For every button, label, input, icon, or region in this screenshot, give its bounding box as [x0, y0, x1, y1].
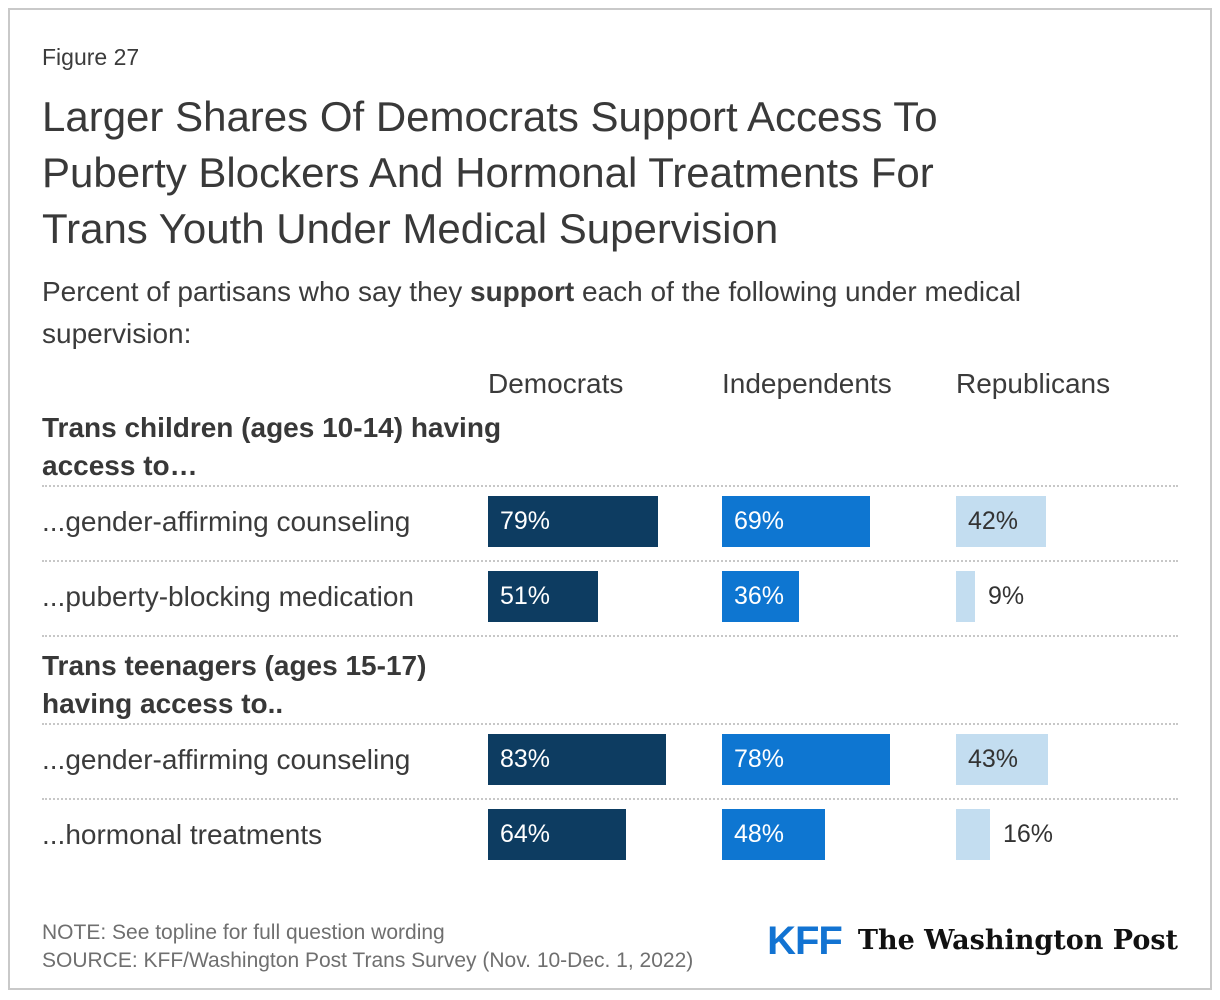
value-label: 36% [734, 582, 785, 610]
column-header-independents: Independents [722, 368, 892, 399]
bar-cell: 16% [956, 809, 1178, 860]
group-header: Trans teenagers (ages 15-17) having acces… [42, 647, 1178, 723]
row-label: ...gender-affirming counseling [42, 505, 411, 537]
bar-republicans [956, 809, 990, 860]
group-header: Trans children (ages 10-14) having access… [42, 409, 1178, 485]
bar-cell: 79% [488, 496, 722, 547]
row-label: ...puberty-blocking medication [42, 580, 414, 612]
bar-democrats: 83% [488, 734, 666, 785]
value-label: 16% [1003, 820, 1054, 848]
column-header-spacer [42, 367, 488, 401]
value-label: 69% [734, 507, 785, 535]
group-header-line: Trans children (ages 10-14) having [42, 412, 502, 443]
column-header-democrats: Democrats [488, 368, 624, 399]
bar-cell: 51% [488, 571, 722, 622]
dotted-separator [42, 723, 1178, 725]
bar-chart: Democrats Independents Republicans Trans… [42, 367, 1178, 873]
value-label: 78% [734, 745, 785, 773]
bar-cell: 48% [722, 809, 956, 860]
value-label: 64% [500, 820, 551, 848]
note-text: NOTE: See topline for full question word… [42, 921, 445, 944]
chart-title: Larger Shares Of Democrats Support Acces… [42, 89, 1178, 257]
bar-cell: 42% [956, 496, 1178, 547]
value-label: 48% [734, 820, 785, 848]
footnotes: NOTE: See topline for full question word… [42, 919, 693, 975]
column-header-republicans: Republicans [956, 368, 1111, 399]
bar-cell: 43% [956, 734, 1178, 785]
row-label: ...hormonal treatments [42, 818, 323, 850]
chart-subtitle: Percent of partisans who say they suppor… [42, 271, 1178, 355]
value-label: 79% [500, 507, 551, 535]
dotted-separator [42, 798, 1178, 800]
chart-title-line-2: Puberty Blockers And Hormonal Treatments… [42, 149, 934, 196]
row-label: ...gender-affirming counseling [42, 743, 411, 775]
bar-democrats: 64% [488, 809, 626, 860]
bar-democrats: 79% [488, 496, 658, 547]
bar-republicans [956, 571, 975, 622]
chart-title-line-3: Trans Youth Under Medical Supervision [42, 205, 779, 252]
table-row: ...puberty-blocking medication 51% 36% 9% [42, 562, 1178, 635]
subtitle-text-cont: each of the following under medical [574, 276, 1021, 307]
dotted-separator [42, 635, 1178, 637]
value-label: 83% [500, 745, 551, 773]
source-text: SOURCE: KFF/Washington Post Trans Survey… [42, 949, 694, 972]
value-label: 9% [988, 582, 1025, 610]
bar-republicans: 42% [956, 496, 1046, 547]
table-row: ...gender-affirming counseling 79% 69% 42% [42, 487, 1178, 560]
bar-cell: 78% [722, 734, 956, 785]
group-header-line: access to… [42, 450, 198, 481]
bar-independents: 69% [722, 496, 870, 547]
bar-cell: 64% [488, 809, 722, 860]
column-headers: Democrats Independents Republicans [42, 367, 1178, 401]
kff-logo: KFF [767, 919, 843, 963]
bar-cell: 9% [956, 571, 1178, 622]
group-header-line: having access to.. [42, 688, 284, 719]
chart-body: Trans children (ages 10-14) having access… [42, 409, 1178, 873]
group-header-line: Trans teenagers (ages 15-17) [42, 650, 427, 681]
figure-footer: NOTE: See topline for full question word… [42, 919, 1178, 975]
value-label: 43% [968, 745, 1019, 773]
washington-post-logo: The Washington Post [857, 925, 1178, 956]
table-row: ...hormonal treatments 64% 48% 16% [42, 800, 1178, 873]
bar-cell: 83% [488, 734, 722, 785]
subtitle-bold-word: support [470, 276, 575, 307]
figure-label: Figure 27 [42, 44, 140, 70]
bar-democrats: 51% [488, 571, 598, 622]
bar-independents: 78% [722, 734, 890, 785]
dotted-separator [42, 560, 1178, 562]
dotted-separator [42, 485, 1178, 487]
chart-title-line-1: Larger Shares Of Democrats Support Acces… [42, 93, 938, 140]
figure-content: Figure 27 Larger Shares Of Democrats Sup… [42, 0, 1178, 975]
bar-cell: 36% [722, 571, 956, 622]
bar-independents: 36% [722, 571, 799, 622]
bar-independents: 48% [722, 809, 825, 860]
bar-cell: 69% [722, 496, 956, 547]
value-label: 51% [500, 582, 551, 610]
value-label: 42% [968, 507, 1019, 535]
table-row: ...gender-affirming counseling 83% 78% 43% [42, 725, 1178, 798]
subtitle-line-2: supervision: [42, 318, 192, 349]
bar-republicans: 43% [956, 734, 1048, 785]
subtitle-text: Percent of partisans who say they [42, 276, 470, 307]
logo-group: KFF The Washington Post [767, 921, 1178, 961]
